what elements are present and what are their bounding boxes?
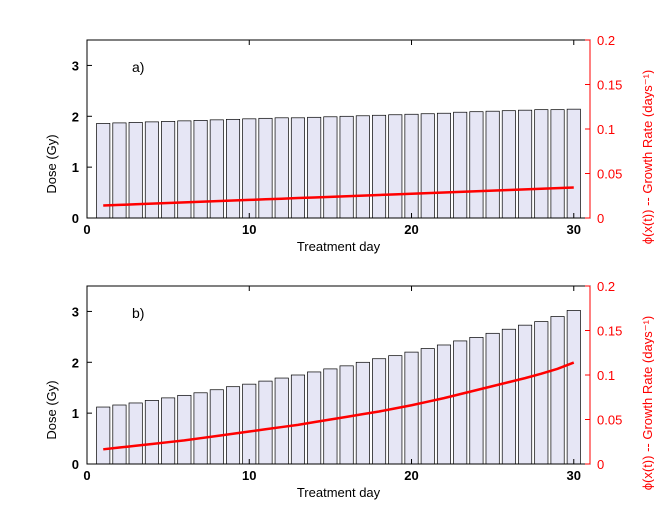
growth-rate-line — [103, 361, 575, 451]
dose-bar — [566, 108, 581, 219]
y2-tick-label: 0 — [597, 211, 604, 226]
x-tick-label: 10 — [242, 468, 256, 483]
dose-bar — [485, 110, 500, 219]
x-axis-label: Treatment day — [297, 485, 381, 500]
dose-bar — [404, 113, 419, 219]
dose-bar — [453, 111, 468, 219]
y-tick-label: 3 — [72, 304, 79, 319]
y-axis-label: Dose (Gy) — [44, 380, 59, 439]
dose-bar — [193, 119, 208, 219]
dose-bar — [436, 344, 451, 465]
y2-tick-label: 0.15 — [597, 324, 622, 339]
x-tick-label: 20 — [404, 468, 418, 483]
dose-bar — [534, 321, 549, 465]
y2-tick-label: 0.2 — [597, 279, 615, 294]
x-axis-label: Treatment day — [297, 239, 381, 254]
dose-bar — [226, 386, 241, 465]
dose-bar — [501, 328, 516, 465]
x-tick-label: 30 — [567, 468, 581, 483]
growth-rate-line — [103, 186, 574, 207]
dose-bar — [193, 392, 208, 465]
x-tick-label: 0 — [83, 222, 90, 237]
dose-bar — [242, 118, 257, 219]
dose-bar — [177, 394, 192, 465]
y-tick-label: 0 — [72, 457, 79, 472]
y-tick-label: 1 — [72, 406, 79, 421]
dose-bar — [112, 404, 127, 465]
dose-bar — [550, 316, 565, 465]
dose-bar — [534, 109, 549, 219]
panel-label: a) — [132, 59, 144, 75]
x-tick-label: 20 — [404, 222, 418, 237]
dose-bar — [307, 371, 322, 465]
dose-bar — [96, 406, 111, 465]
dose-bar — [274, 117, 289, 219]
dose-bar — [388, 114, 403, 219]
dose-bar — [355, 115, 370, 219]
dose-bar — [128, 402, 143, 465]
dose-bar — [209, 119, 224, 219]
dose-bar — [436, 112, 451, 219]
y2-axis-label: ϕ(x(t)) -- Growth Rate (days⁻¹) — [640, 70, 654, 244]
y-tick-label: 2 — [72, 355, 79, 370]
dose-bar — [96, 123, 111, 219]
dose-bar — [518, 109, 533, 219]
dose-bar — [469, 111, 484, 219]
x-tick-label: 30 — [567, 222, 581, 237]
y2-tick-label: 0.05 — [597, 413, 622, 428]
y2-axis-label: ϕ(x(t)) -- Growth Rate (days⁻¹) — [640, 316, 654, 490]
y2-tick-label: 0.1 — [597, 122, 615, 137]
x-tick-label: 0 — [83, 468, 90, 483]
x-tick-label: 10 — [242, 222, 256, 237]
y-tick-label: 3 — [72, 58, 79, 73]
dose-bar — [274, 377, 289, 465]
y-axis-label: Dose (Gy) — [44, 134, 59, 193]
dose-bar — [144, 400, 159, 465]
dose-bar — [469, 337, 484, 465]
dose-bar — [323, 116, 338, 219]
dose-bar — [226, 118, 241, 219]
dose-bar — [307, 116, 322, 219]
dose-bar — [372, 114, 387, 219]
dose-bar — [323, 368, 338, 465]
y2-tick-label: 0.15 — [597, 78, 622, 93]
dose-bar — [501, 110, 516, 219]
dose-bar — [518, 324, 533, 465]
dose-bar — [290, 374, 305, 465]
y2-tick-label: 0.2 — [597, 33, 615, 48]
y2-tick-label: 0.1 — [597, 368, 615, 383]
dose-bar — [242, 383, 257, 465]
dose-bar — [453, 340, 468, 465]
dose-bar — [420, 348, 435, 465]
dose-bar — [485, 332, 500, 465]
dose-bar — [161, 397, 176, 465]
y-tick-label: 1 — [72, 160, 79, 175]
dose-bar — [339, 115, 354, 219]
dose-bar — [258, 380, 273, 465]
dose-bar — [550, 109, 565, 219]
dose-bar — [209, 389, 224, 465]
panel-label: b) — [132, 305, 144, 321]
y2-tick-label: 0.05 — [597, 167, 622, 182]
dose-bar — [258, 117, 273, 219]
dose-bar — [420, 113, 435, 219]
y2-tick-label: 0 — [597, 457, 604, 472]
dose-bar — [290, 117, 305, 219]
dose-bar — [566, 310, 581, 465]
dose-bar — [404, 351, 419, 465]
y-tick-label: 0 — [72, 211, 79, 226]
y-tick-label: 2 — [72, 109, 79, 124]
